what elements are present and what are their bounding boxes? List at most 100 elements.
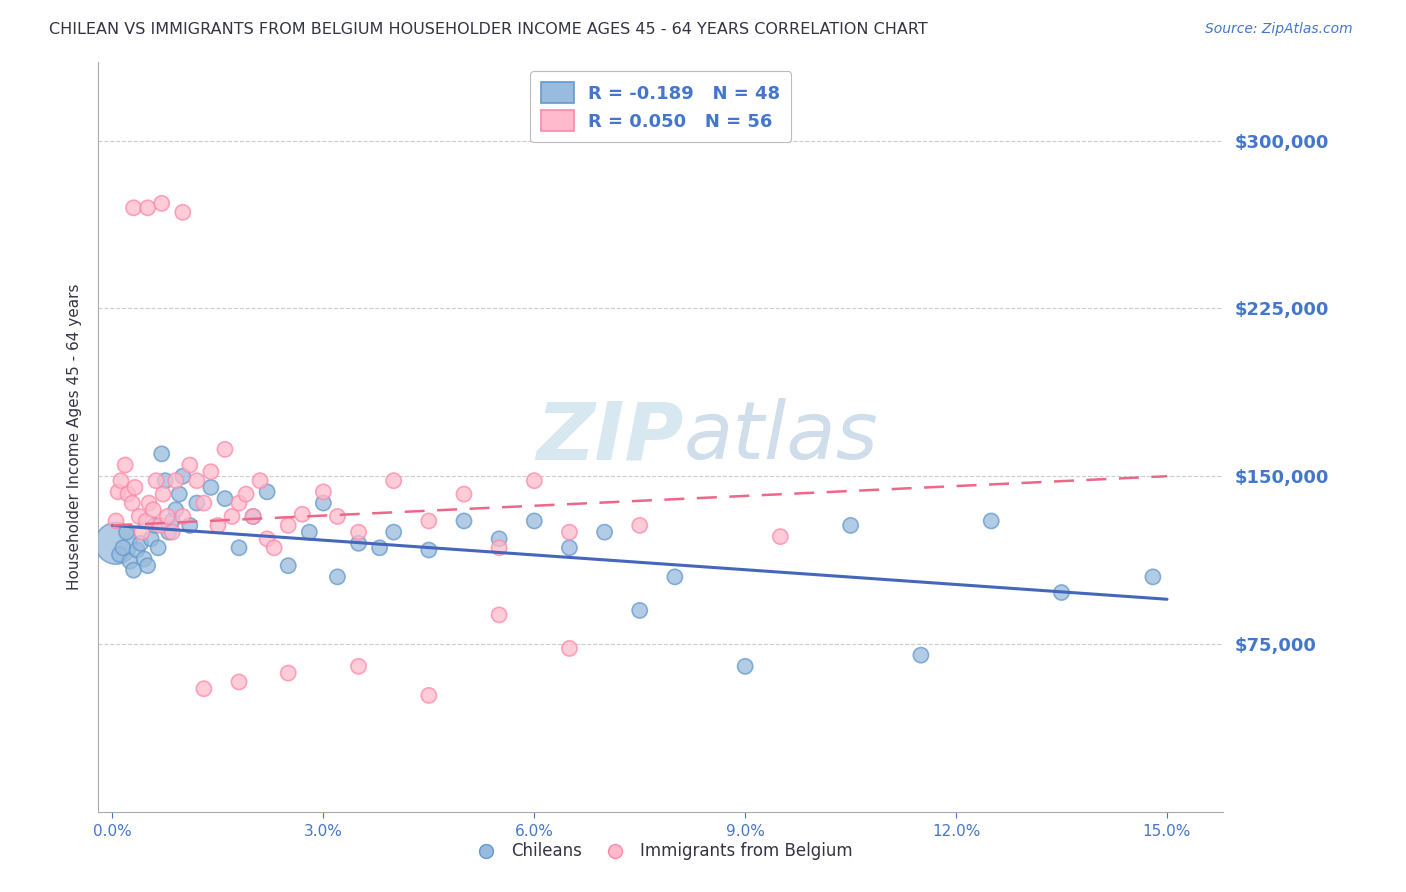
Point	[277, 666, 299, 681]
Text: ZIP: ZIP	[536, 398, 683, 476]
Point	[228, 496, 250, 510]
Point	[172, 469, 194, 483]
Point	[155, 474, 177, 488]
Text: CHILEAN VS IMMIGRANTS FROM BELGIUM HOUSEHOLDER INCOME AGES 45 - 64 YEARS CORRELA: CHILEAN VS IMMIGRANTS FROM BELGIUM HOUSE…	[49, 22, 928, 37]
Point	[558, 525, 581, 540]
Point	[193, 496, 215, 510]
Point	[143, 518, 166, 533]
Point	[347, 536, 370, 550]
Point	[488, 607, 510, 622]
Point	[162, 525, 183, 540]
Point	[214, 491, 236, 506]
Point	[200, 465, 222, 479]
Point	[593, 525, 616, 540]
Point	[108, 548, 131, 562]
Point	[368, 541, 391, 555]
Point	[121, 496, 143, 510]
Point	[169, 487, 191, 501]
Point	[165, 474, 187, 488]
Point	[488, 532, 510, 546]
Point	[312, 496, 335, 510]
Point	[127, 543, 149, 558]
Point	[523, 474, 546, 488]
Point	[839, 518, 862, 533]
Point	[105, 536, 128, 550]
Point	[114, 458, 136, 472]
Point	[453, 487, 475, 501]
Point	[214, 442, 236, 457]
Point	[136, 201, 159, 215]
Point	[558, 641, 581, 656]
Point	[298, 525, 321, 540]
Point	[172, 205, 194, 219]
Point	[249, 474, 271, 488]
Point	[136, 558, 159, 573]
Point	[110, 474, 132, 488]
Point	[242, 509, 264, 524]
Point	[107, 484, 129, 499]
Point	[291, 508, 314, 522]
Point	[117, 487, 139, 501]
Point	[382, 525, 405, 540]
Point	[122, 201, 145, 215]
Point	[910, 648, 932, 662]
Point	[628, 518, 651, 533]
Point	[172, 509, 194, 524]
Point	[1050, 585, 1073, 599]
Point	[150, 447, 173, 461]
Point	[769, 530, 792, 544]
Point	[186, 474, 208, 488]
Point	[162, 514, 183, 528]
Point	[980, 514, 1002, 528]
Point	[149, 518, 172, 533]
Point	[145, 474, 167, 488]
Point	[263, 541, 285, 555]
Point	[179, 458, 201, 472]
Point	[256, 532, 278, 546]
Point	[132, 552, 156, 566]
Point	[488, 541, 510, 555]
Point	[141, 532, 163, 546]
Point	[120, 554, 141, 568]
Point	[131, 525, 153, 540]
Point	[152, 487, 174, 501]
Text: atlas: atlas	[683, 398, 879, 476]
Point	[277, 558, 299, 573]
Point	[347, 525, 370, 540]
Point	[347, 659, 370, 673]
Point	[129, 536, 152, 550]
Point	[312, 484, 335, 499]
Point	[207, 518, 229, 533]
Point	[138, 496, 160, 510]
Point	[326, 509, 349, 524]
Point	[418, 689, 440, 703]
Point	[179, 518, 201, 533]
Legend: Chileans, Immigrants from Belgium: Chileans, Immigrants from Belgium	[463, 836, 859, 867]
Point	[418, 543, 440, 558]
Point	[122, 563, 145, 577]
Point	[157, 525, 180, 540]
Point	[186, 496, 208, 510]
Point	[115, 525, 138, 540]
Point	[523, 514, 546, 528]
Point	[326, 570, 349, 584]
Point	[418, 514, 440, 528]
Point	[242, 509, 264, 524]
Point	[105, 514, 128, 528]
Point	[734, 659, 756, 673]
Text: Source: ZipAtlas.com: Source: ZipAtlas.com	[1205, 22, 1353, 37]
Point	[193, 681, 215, 696]
Point	[453, 514, 475, 528]
Point	[256, 484, 278, 499]
Point	[124, 480, 146, 494]
Point	[664, 570, 686, 584]
Point	[150, 196, 173, 211]
Point	[382, 474, 405, 488]
Point	[128, 509, 150, 524]
Point	[165, 502, 187, 516]
Point	[228, 675, 250, 690]
Point	[628, 603, 651, 617]
Point	[142, 502, 165, 516]
Point	[277, 518, 299, 533]
Point	[156, 509, 179, 524]
